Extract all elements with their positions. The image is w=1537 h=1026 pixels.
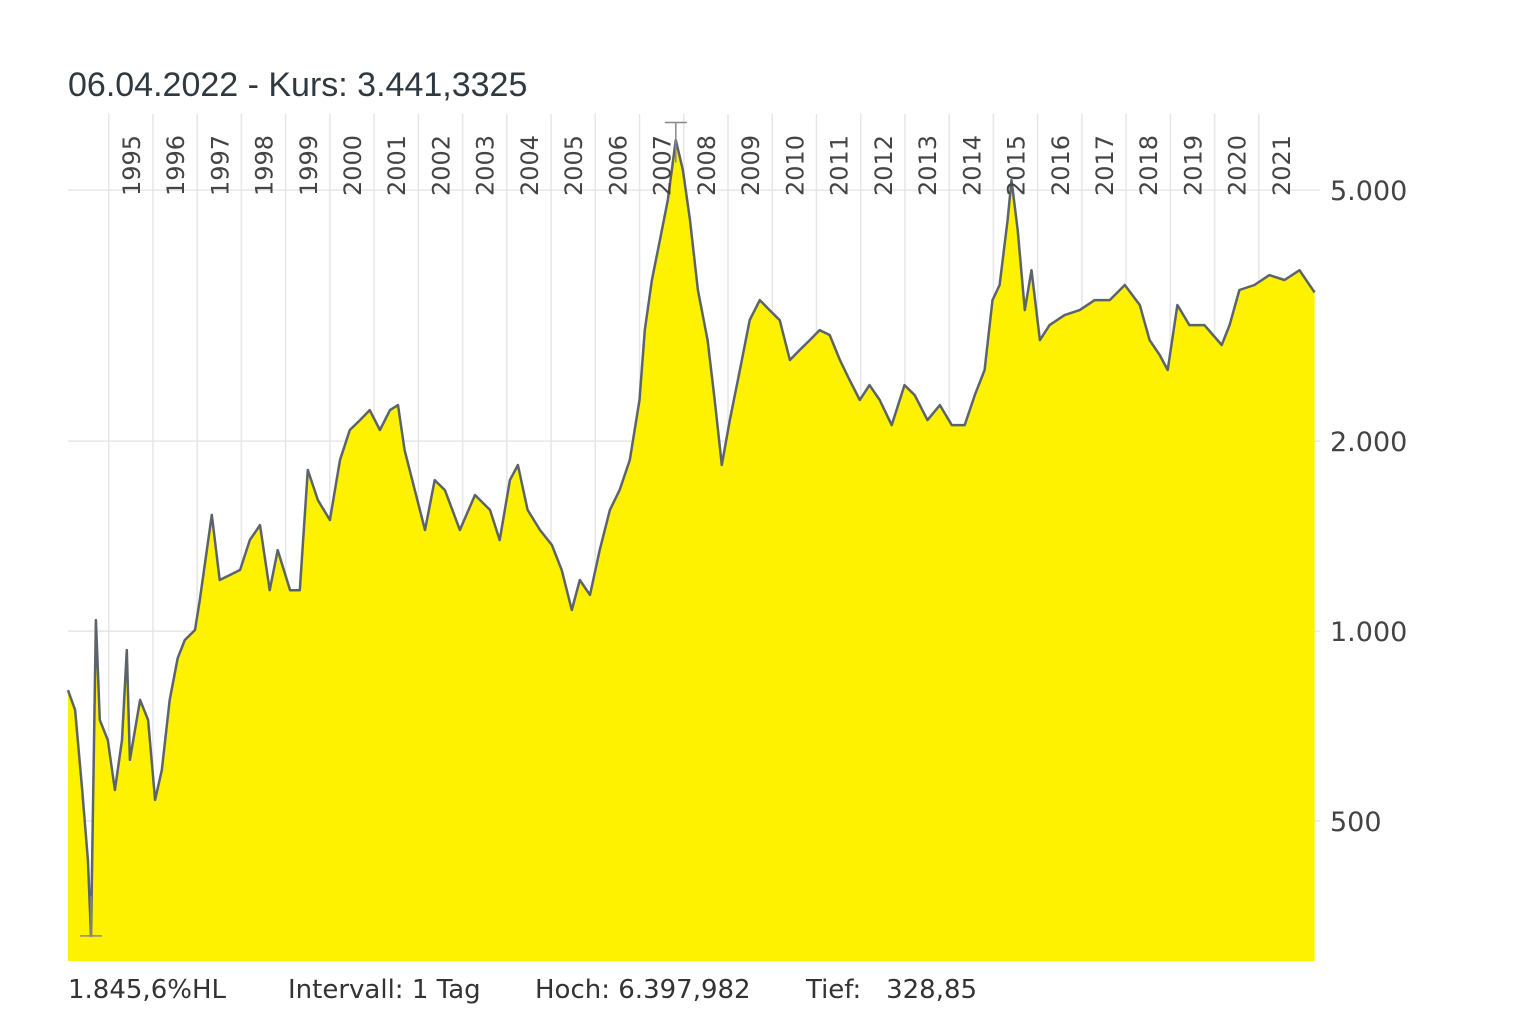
chart-title: 06.04.2022 - Kurs: 3.441,3325 — [68, 66, 527, 104]
x-tick-label: 2000 — [339, 135, 367, 196]
footer-text: Hoch: 6.397,982 — [535, 975, 751, 1005]
x-tick-label: 2014 — [958, 135, 986, 196]
x-tick-label: 2003 — [472, 135, 500, 196]
x-tick-label: 1997 — [206, 135, 234, 196]
x-tick-label: 2008 — [693, 135, 721, 196]
x-tick-label: 2006 — [604, 135, 632, 196]
x-tick-label: 2021 — [1268, 135, 1296, 196]
x-tick-label: 2019 — [1179, 135, 1207, 196]
footer-text: Intervall: 1 Tag — [288, 975, 481, 1005]
x-tick-label: 2017 — [1091, 135, 1119, 196]
x-tick-label: 1995 — [118, 135, 146, 196]
price-line — [66, 138, 1316, 938]
x-tick-label: 2018 — [1135, 135, 1163, 196]
x-tick-label: 2020 — [1224, 135, 1252, 196]
x-tick-label: 2001 — [383, 135, 411, 196]
x-tick-label: 1998 — [251, 135, 279, 196]
x-tick-label: 2002 — [427, 135, 455, 196]
x-tick-label: 2012 — [870, 135, 898, 196]
labels: 500 1.000 2.000 5.000 1995 1996 1997 1998 1999 20… — [68, 135, 1407, 1005]
x-tick-label: 2010 — [781, 135, 809, 196]
y-tick-label: 2.000 — [1330, 427, 1407, 458]
y-tick-label: 5.000 — [1330, 176, 1407, 207]
x-tick-label: 2011 — [826, 135, 854, 196]
x-tick-label: 2015 — [1003, 135, 1031, 196]
footer-text: 1.845,6%HL — [68, 975, 226, 1005]
y-tick-label: 500 — [1330, 807, 1382, 838]
x-tick-label: 2004 — [516, 135, 544, 196]
x-tick-label: 2013 — [914, 135, 942, 196]
x-tick-label: 2005 — [560, 135, 588, 196]
area — [68, 140, 1315, 962]
x-tick-label: 2009 — [737, 135, 765, 196]
footer-text: Tief: 328,85 — [805, 975, 977, 1005]
y-tick-label: 1.000 — [1330, 617, 1407, 648]
x-tick-label: 2016 — [1047, 135, 1075, 196]
x-tick-label: 1996 — [162, 135, 190, 196]
x-tick-label: 1999 — [295, 135, 323, 196]
plot — [66, 121, 1316, 962]
x-tick-label: 2007 — [649, 135, 677, 196]
